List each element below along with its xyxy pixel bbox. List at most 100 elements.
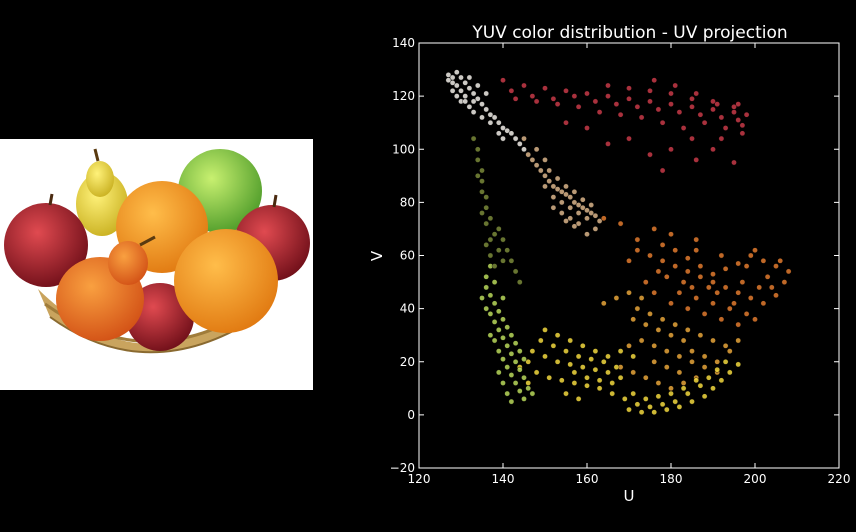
scatter-point-tan (546, 167, 552, 174)
scatter-point-red (743, 111, 750, 118)
y-tick-label: −20 (390, 461, 415, 475)
scatter-point-tan (558, 188, 565, 195)
scatter-point-amber (701, 353, 708, 360)
scatter-point-orange (672, 247, 679, 253)
scatter-point-tan (567, 194, 573, 200)
scatter-point-red (554, 101, 561, 107)
scatter-point-amber (651, 358, 658, 365)
scatter-point-orange (642, 279, 649, 285)
y-tick-label: 80 (400, 195, 415, 209)
scatter-point-amber (626, 342, 632, 349)
scatter-point-amber (634, 305, 641, 312)
scatter-point-green (495, 348, 502, 354)
scatter-point-white (495, 119, 502, 126)
scatter-point-yellow (609, 380, 616, 386)
scatter-point-white (470, 98, 477, 105)
scatter-point-olive (479, 167, 485, 174)
scatter-point-amber (668, 332, 674, 339)
scatter-point-amber (630, 369, 637, 376)
scatter-point-amber (710, 337, 716, 344)
scatter-point-white (474, 82, 481, 89)
scatter-point-orange (676, 289, 683, 296)
scatter-point-olive (487, 236, 494, 243)
scatter-point-amber (663, 348, 670, 354)
scatter-point-olive (512, 268, 519, 275)
scatter-point-amber (668, 385, 674, 392)
scatter-point-yellow (584, 374, 590, 381)
scatter-point-olive (500, 257, 506, 264)
scatter-point-white (454, 82, 460, 89)
scatter-point-green (504, 364, 510, 370)
scatter-point-green (479, 295, 485, 301)
scatter-point-yellow (634, 401, 641, 408)
scatter-point-tan (525, 151, 531, 158)
scatter-point-red (672, 82, 679, 89)
scatter-point-orange (752, 316, 758, 323)
scatter-point-red (584, 90, 590, 97)
scatter-point-white (454, 93, 460, 99)
scatter-point-white (500, 135, 506, 142)
scatter-point-tan (537, 167, 544, 174)
scatter-point-red (605, 93, 611, 99)
scatter-point-white (479, 101, 485, 107)
scatter-point-red (647, 98, 653, 105)
scatter-point-yellow (571, 369, 578, 376)
scatter-point-yellow (550, 342, 557, 349)
scatter-point-orange (760, 257, 767, 264)
scatter-point-orange (718, 252, 725, 259)
scatter-point-white (454, 69, 460, 75)
scatter-point-red (638, 114, 645, 121)
scatter-point-yellow (575, 396, 582, 402)
scatter-point-orange (760, 300, 767, 307)
scatter-point-yellow (630, 353, 637, 360)
scatter-point-yellow (563, 390, 569, 397)
scatter-point-red (512, 96, 519, 102)
scatter-point-green (487, 292, 494, 299)
scatter-point-orange (647, 252, 653, 259)
y-tick-label: 20 (400, 355, 415, 369)
scatter-point-tan (542, 183, 548, 190)
scatter-point-tan (563, 218, 569, 224)
scatter-point-tan (554, 186, 561, 192)
scatter-point-white (487, 119, 494, 126)
scatter-point-yellow (647, 404, 653, 410)
scatter-point-green (521, 374, 527, 381)
scatter-point-tan (558, 199, 565, 206)
scatter-point-amber (655, 380, 662, 386)
scatter-point-green (516, 348, 523, 354)
scatter-point-red (529, 93, 536, 99)
scatter-point-red (689, 135, 695, 142)
scatter-point-tan (563, 183, 569, 190)
scatter-point-white (508, 130, 515, 137)
scatter-point-orange (735, 321, 742, 328)
scatter-point-red (718, 114, 725, 121)
scatter-point-yellow (659, 401, 666, 408)
fruit-basket-icon (4, 148, 310, 354)
scatter-point-olive (491, 263, 498, 269)
scatter-point-green (504, 324, 510, 331)
scatter-point-tan (584, 207, 590, 214)
scatter-point-tan (584, 231, 590, 237)
scatter-point-yellow (710, 385, 716, 392)
scatter-point-yellow (529, 348, 536, 354)
scatter-point-red (710, 106, 716, 113)
scatter-point-red (500, 77, 506, 83)
scatter-point-amber (642, 321, 649, 328)
scatter-point-red (735, 117, 742, 123)
scatter-point-red (533, 98, 540, 105)
scatter-point-olive (483, 204, 489, 211)
scatter-point-red (701, 119, 708, 126)
scatter-point-green (495, 327, 502, 333)
scatter-point-green (512, 380, 519, 386)
scatter-point-green (508, 332, 515, 339)
scatter-point-orange (659, 242, 666, 248)
scatter-point-orange (663, 273, 670, 280)
scatter-point-orange (781, 279, 788, 285)
scatter-point-red (659, 119, 666, 126)
scatter-point-white (466, 85, 473, 91)
scatter-point-tan (596, 218, 603, 224)
scatter-point-yellow (668, 390, 674, 397)
scatter-point-green (487, 311, 494, 317)
scatter-point-white (512, 135, 519, 142)
scatter-point-green (500, 380, 506, 386)
